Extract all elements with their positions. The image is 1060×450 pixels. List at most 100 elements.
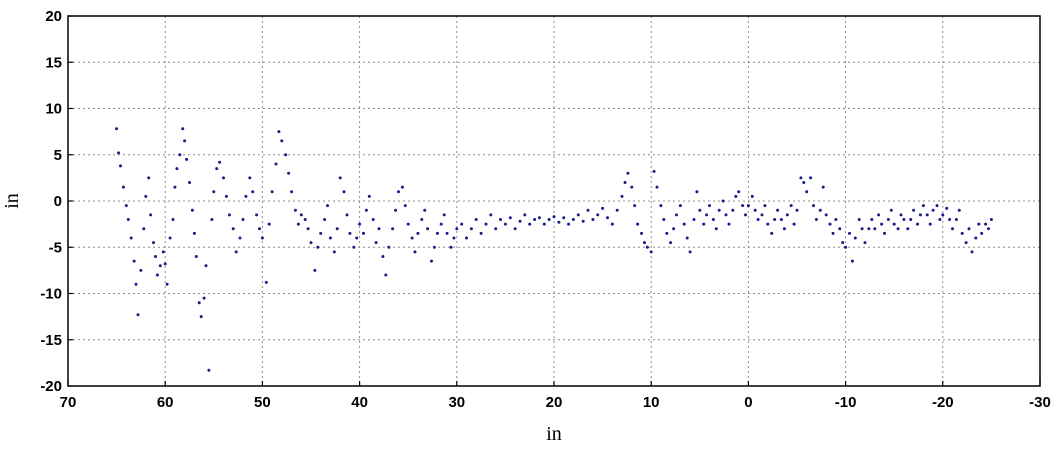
data-point xyxy=(445,231,449,235)
data-point xyxy=(199,315,203,319)
x-tick-label: 60 xyxy=(157,394,174,411)
data-point xyxy=(163,262,167,266)
data-point xyxy=(734,194,738,198)
data-point xyxy=(970,250,974,254)
data-point xyxy=(238,236,242,240)
data-point xyxy=(222,176,225,180)
data-point xyxy=(328,236,332,240)
data-point xyxy=(251,190,255,194)
data-point xyxy=(567,222,571,226)
data-point xyxy=(721,199,725,203)
data-point xyxy=(142,227,146,231)
x-tick-label: 0 xyxy=(744,394,752,411)
data-point xyxy=(925,213,929,217)
x-tick-label: -10 xyxy=(835,394,857,411)
data-point xyxy=(889,208,893,212)
data-point xyxy=(161,250,165,254)
data-point xyxy=(763,204,767,208)
data-point xyxy=(809,176,813,180)
data-point xyxy=(853,236,857,240)
data-point xyxy=(147,176,151,180)
data-point xyxy=(508,216,512,220)
data-point xyxy=(824,213,828,217)
data-point xyxy=(675,213,678,217)
data-point xyxy=(892,222,896,226)
data-point xyxy=(921,204,925,208)
data-point xyxy=(547,218,551,221)
data-point xyxy=(277,130,281,134)
data-point xyxy=(741,204,745,208)
data-point xyxy=(513,227,517,231)
data-point xyxy=(805,190,809,194)
data-point xyxy=(168,236,172,240)
data-point xyxy=(909,218,913,221)
data-point xyxy=(287,171,291,175)
data-point xyxy=(899,213,903,217)
data-point xyxy=(149,213,153,217)
axis-ticks: 70 60 50 40 30 20 10 0 -10 -20 -3020151050-5-10-15… xyxy=(40,8,1051,411)
data-point xyxy=(537,216,541,220)
data-point xyxy=(173,185,177,189)
data-point xyxy=(746,204,750,208)
data-point xyxy=(117,151,120,155)
data-point xyxy=(688,250,692,254)
data-point xyxy=(957,208,961,212)
data-point xyxy=(669,241,673,245)
data-point xyxy=(452,236,456,240)
data-point xyxy=(345,213,349,217)
data-point xyxy=(420,218,424,221)
data-point xyxy=(753,208,757,212)
data-point xyxy=(948,218,952,221)
data-point xyxy=(136,313,140,317)
data-point xyxy=(776,208,780,212)
data-point xyxy=(912,208,916,212)
data-point xyxy=(814,218,818,221)
data-point xyxy=(649,250,653,254)
data-point xyxy=(364,208,368,212)
data-point xyxy=(358,222,362,226)
data-point xyxy=(799,176,803,180)
data-point xyxy=(410,236,414,240)
data-point xyxy=(610,222,614,226)
data-point xyxy=(197,301,201,305)
data-point xyxy=(918,213,922,217)
data-point xyxy=(335,227,339,231)
data-points xyxy=(115,127,993,372)
data-point xyxy=(280,139,284,143)
data-point xyxy=(980,231,984,235)
data-point xyxy=(518,219,522,223)
data-point xyxy=(248,176,252,180)
data-point xyxy=(132,259,136,263)
data-point xyxy=(557,220,561,224)
data-point xyxy=(571,218,575,221)
data-point xyxy=(877,213,881,217)
data-point xyxy=(192,231,196,235)
data-point xyxy=(362,231,365,235)
x-tick-label: 20 xyxy=(546,394,563,411)
data-point xyxy=(615,208,619,212)
data-point xyxy=(194,255,198,258)
data-point xyxy=(931,208,935,212)
data-point xyxy=(692,218,696,221)
data-point xyxy=(636,222,640,226)
data-point xyxy=(984,222,988,226)
data-point xyxy=(355,236,359,240)
data-point xyxy=(494,227,498,231)
data-point xyxy=(377,227,381,231)
data-point xyxy=(274,162,278,166)
data-point xyxy=(202,296,206,300)
x-tick-label: 70 xyxy=(60,394,77,411)
data-point xyxy=(576,213,580,217)
data-point xyxy=(215,167,219,171)
data-point xyxy=(883,231,886,235)
data-point xyxy=(967,227,971,231)
data-point xyxy=(121,185,125,189)
data-point xyxy=(633,204,637,208)
data-point xyxy=(499,218,502,221)
data-point xyxy=(533,218,537,221)
data-point xyxy=(702,222,706,226)
data-point xyxy=(381,255,385,258)
data-point xyxy=(185,157,189,161)
data-point xyxy=(165,282,169,286)
